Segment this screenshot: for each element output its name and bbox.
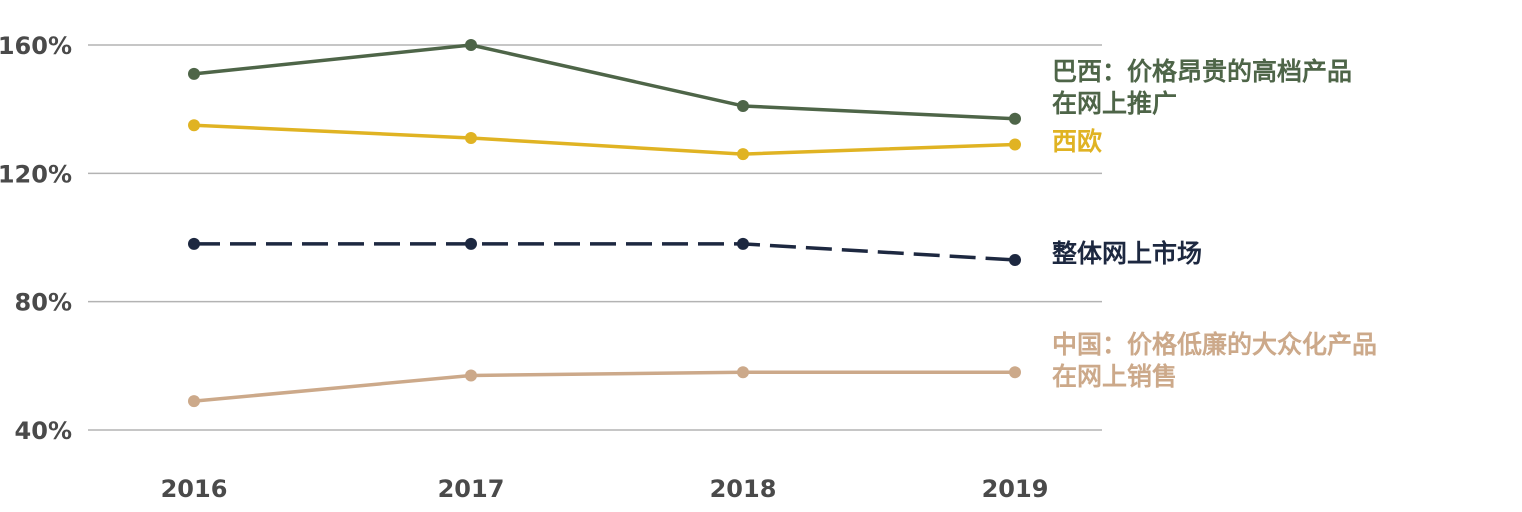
china-data-point [188, 395, 200, 408]
brazil-data-point [1009, 112, 1021, 125]
china-series-label: 中国：价格低廉的大众化产品 [1052, 330, 1377, 359]
china-data-point [1009, 366, 1021, 379]
series-points [188, 39, 1021, 408]
y-tick-label: 80% [15, 289, 72, 317]
brazil-data-point [188, 67, 200, 80]
x-tick-label: 2016 [161, 475, 228, 503]
x-tick-label: 2018 [710, 475, 777, 503]
series-lines [193, 43, 1016, 403]
overall-data-point [737, 237, 749, 250]
china-series-label: 在网上销售 [1052, 362, 1177, 391]
brazil-data-point [465, 39, 477, 51]
west-europe-data-point [1009, 138, 1021, 151]
overall-series-line [194, 242, 1016, 262]
y-axis-tick-labels: 40% 80% 120% 160% [0, 32, 72, 445]
brazil-data-point [737, 99, 749, 112]
overall-data-point [465, 237, 477, 250]
west-europe-data-point [737, 148, 749, 161]
gridlines [88, 44, 1102, 431]
west-europe-data-point [465, 132, 477, 145]
y-tick-label: 160% [0, 32, 72, 60]
brazil-series-label: 巴西：价格昂贵的高档产品 [1052, 57, 1352, 86]
west-europe-series-line [193, 123, 1016, 156]
series-labels: 巴西：价格昂贵的高档产品在网上推广西欧整体网上市场中国：价格低廉的大众化产品在网… [1052, 57, 1377, 391]
china-data-point [737, 366, 749, 379]
x-tick-label: 2017 [438, 475, 505, 503]
china-series-line [193, 370, 1015, 403]
overall-data-point [188, 237, 200, 250]
brazil-series-label: 在网上推广 [1052, 89, 1177, 118]
west-europe-data-point [188, 119, 200, 132]
x-tick-label: 2019 [982, 475, 1049, 503]
overall-data-point [1009, 253, 1021, 266]
y-tick-label: 40% [15, 417, 72, 445]
china-data-point [465, 369, 477, 382]
overall-series-label: 整体网上市场 [1052, 239, 1202, 268]
west-europe-series-label: 西欧 [1052, 127, 1102, 156]
brazil-series-line [193, 43, 1016, 121]
y-tick-label: 120% [0, 160, 72, 188]
x-axis-tick-labels: 2016 2017 2018 2019 [161, 475, 1049, 503]
